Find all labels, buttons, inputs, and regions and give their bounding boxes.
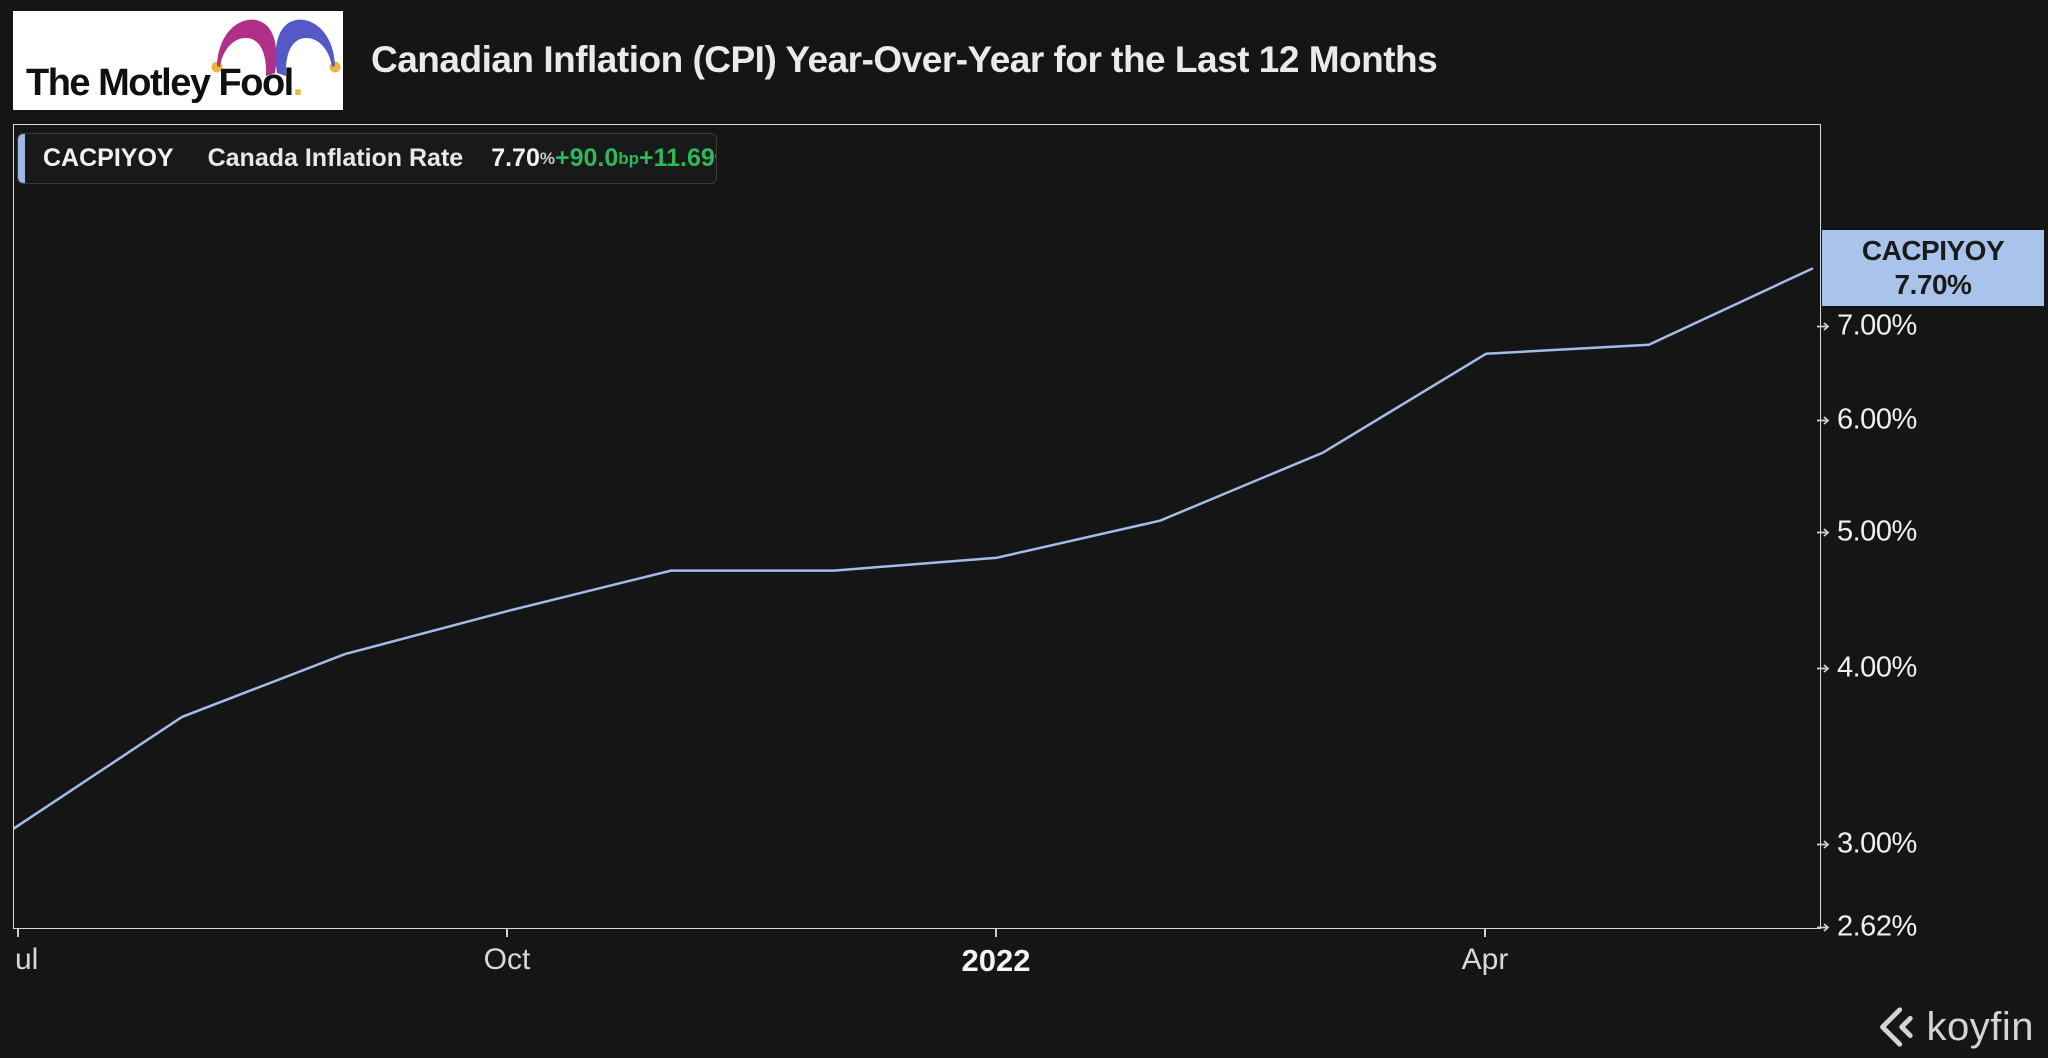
koyfin-chevrons-icon	[1879, 1007, 1913, 1047]
y-axis-label-text: 6.00%	[1837, 403, 1917, 436]
y-axis-label-text: 3.00%	[1837, 827, 1917, 860]
y-tick-arrow-icon	[1817, 321, 1830, 331]
badge-value: 7.70%	[1894, 269, 1972, 300]
x-tick-mark	[17, 928, 19, 937]
legend-change-pct: +11.69	[639, 144, 715, 172]
motley-fool-logo[interactable]: The Motley Fool.	[13, 11, 343, 110]
motley-fool-wordmark: The Motley Fool.	[26, 62, 304, 105]
y-axis-label: 7.00%	[1817, 310, 1917, 343]
y-tick-arrow-icon	[1817, 839, 1830, 849]
legend-change-bp: +90.0	[554, 144, 619, 172]
legend-change-bp-suffix: bp	[618, 148, 640, 168]
y-tick-arrow-icon	[1817, 663, 1830, 673]
jester-cap-icon	[211, 19, 341, 76]
badge-ticker: CACPIYOY	[1861, 235, 2005, 266]
y-axis-label-text: 5.00%	[1837, 515, 1917, 548]
y-axis-label-text: 7.00%	[1837, 309, 1917, 342]
x-tick-mark	[506, 928, 508, 937]
y-tick-arrow-icon	[1817, 922, 1830, 932]
y-axis-label: 6.00%	[1817, 404, 1917, 437]
line-chart	[14, 267, 1814, 830]
x-axis-label: Apr	[1461, 943, 1509, 976]
legend-last-value-suffix: %	[539, 148, 555, 168]
y-tick-arrow-icon	[1817, 415, 1830, 425]
legend-change-pct-suffix: %	[715, 149, 716, 169]
y-axis-label: 4.00%	[1817, 652, 1917, 685]
x-tick-mark	[995, 928, 997, 937]
last-price-badge[interactable]: CACPIYOY 7.70%	[1822, 230, 2044, 306]
y-tick-arrow-icon	[1817, 527, 1830, 537]
koyfin-logo[interactable]: koyfin	[1871, 1004, 2035, 1050]
legend-accent-bar	[18, 134, 25, 183]
series-legend[interactable]: CACPIYOY Canada Inflation Rate 7.70 % +9…	[17, 133, 717, 184]
x-axis-label: Oct	[483, 943, 531, 976]
x-axis-label: ul	[15, 943, 39, 976]
y-axis-label-text: 2.62%	[1837, 910, 1917, 943]
y-axis-label-text: 4.00%	[1837, 651, 1917, 684]
y-axis-label: 3.00%	[1817, 828, 1917, 861]
legend-ticker: CACPIYOY	[43, 144, 174, 172]
y-axis-label: 5.00%	[1817, 516, 1917, 549]
x-tick-mark	[1484, 928, 1486, 937]
motley-fool-period: .	[292, 62, 304, 104]
page-title: Canadian Inflation (CPI) Year-Over-Year …	[371, 39, 1438, 80]
koyfin-wordmark: koyfin	[1926, 1004, 2034, 1049]
motley-fool-text: The Motley Fool	[26, 62, 294, 104]
x-axis-label: 2022	[961, 943, 1031, 978]
inflation-line	[14, 267, 1814, 830]
legend-series-name: Canada Inflation Rate	[207, 144, 464, 172]
chart-plot-area[interactable]	[13, 124, 1821, 929]
legend-last-value: 7.70	[491, 144, 540, 172]
y-axis-label: 2.62%	[1817, 911, 1917, 944]
